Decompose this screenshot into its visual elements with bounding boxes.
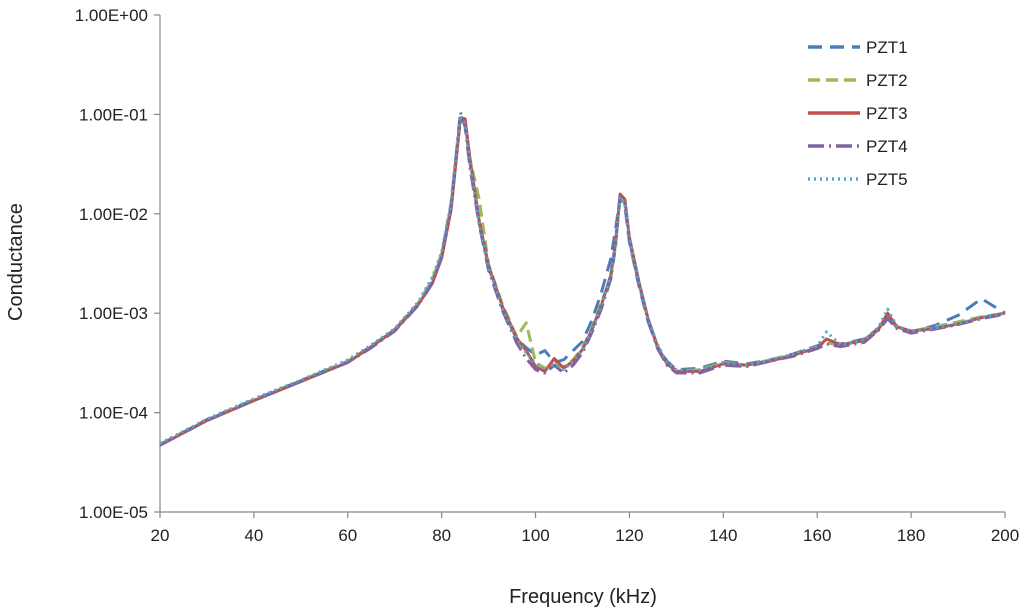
- plot-area: 20 40 60 80 100 120 140 160 180 200 1.00E-051.00E…: [75, 6, 1019, 545]
- x-axis-ticks: 20 40 60 80 100 120 140 160 180 200: [151, 512, 1019, 545]
- y-tick-label: 1.00E-03: [79, 304, 148, 323]
- x-tick-label: 140: [709, 526, 737, 545]
- x-axis-title: Frequency (kHz): [509, 586, 657, 608]
- legend-label: PZT5: [866, 170, 908, 189]
- legend-label: PZT4: [866, 137, 908, 156]
- x-tick-label: 160: [803, 526, 831, 545]
- legend-label: PZT3: [866, 104, 908, 123]
- series-line-pzt2: [159, 118, 1006, 446]
- x-tick-label: 200: [991, 526, 1019, 545]
- x-tick-label: 120: [615, 526, 643, 545]
- legend-item-pzt3: PZT3: [808, 104, 908, 123]
- y-tick-label: 1.00E+00: [75, 6, 148, 25]
- x-tick-label: 100: [521, 526, 549, 545]
- series-line-pzt1: [159, 117, 1006, 446]
- y-axis-ticks: 1.00E-05 1.00E-04 1.00E-03 1.00E-02 1.00E-01…: [75, 6, 160, 522]
- y-tick-label: 1.00E-05: [79, 503, 148, 522]
- legend-label: PZT1: [866, 38, 908, 57]
- x-tick-label: 80: [432, 526, 451, 545]
- y-axis-title: Conductance: [5, 203, 27, 321]
- legend-label: PZT2: [866, 71, 908, 90]
- y-tick-label: 1.00E-02: [79, 205, 148, 224]
- series-layer: [159, 110, 1006, 447]
- legend: PZT1 PZT2 PZT3 PZT4 PZT5: [808, 38, 908, 189]
- x-tick-label: 180: [897, 526, 925, 545]
- legend-item-pzt5: PZT5: [808, 170, 908, 189]
- series-line-pzt4: [159, 110, 1006, 447]
- series-line-pzt5: [159, 113, 1006, 445]
- series-line-pzt3: [159, 116, 1006, 447]
- y-tick-label: 1.00E-01: [79, 105, 148, 124]
- legend-item-pzt2: PZT2: [808, 71, 908, 90]
- y-tick-label: 1.00E-04: [79, 404, 148, 423]
- x-tick-label: 60: [338, 526, 357, 545]
- x-tick-label: 40: [244, 526, 263, 545]
- x-tick-label: 20: [151, 526, 170, 545]
- legend-item-pzt4: PZT4: [808, 137, 908, 156]
- legend-item-pzt1: PZT1: [808, 38, 908, 57]
